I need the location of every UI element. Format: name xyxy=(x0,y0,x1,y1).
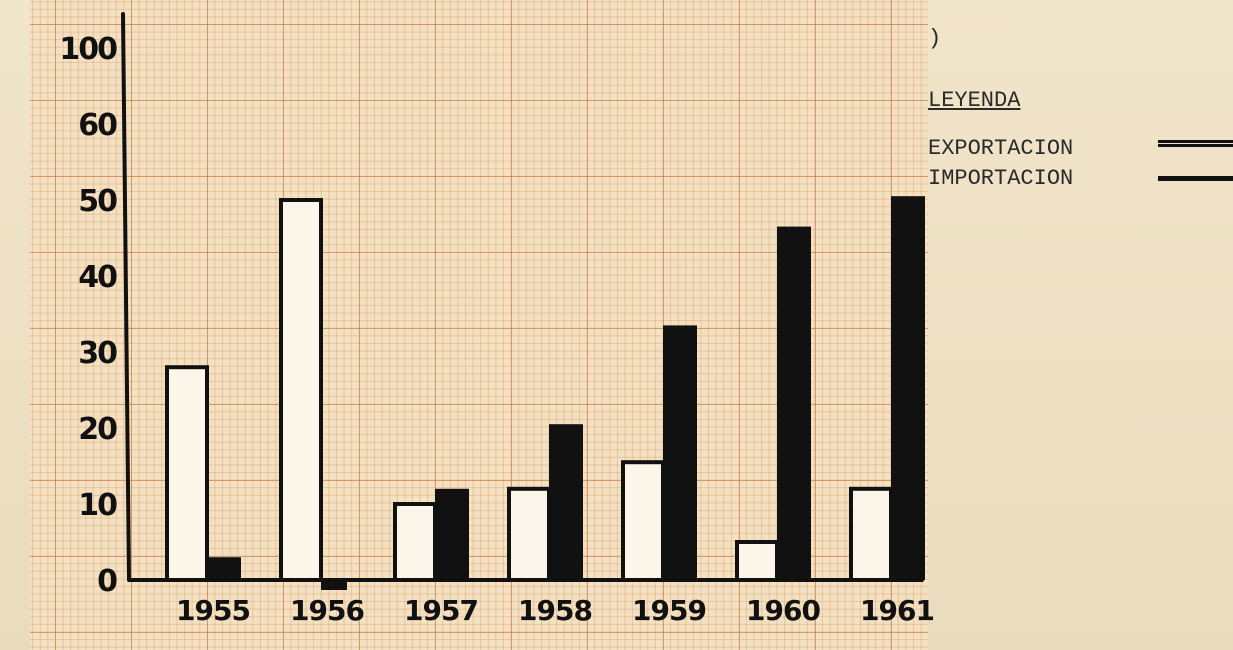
x-tick-label: 1961 xyxy=(860,594,934,627)
x-tick-label: 1959 xyxy=(632,594,706,627)
x-tick-label: 1955 xyxy=(176,594,250,627)
bar-importacion xyxy=(321,580,347,590)
y-tick-label: 50 xyxy=(78,184,117,219)
bar-exportacion xyxy=(849,486,893,582)
bar-exportacion xyxy=(621,460,665,583)
bar-importacion xyxy=(435,488,469,580)
y-tick-label: 0 xyxy=(97,564,117,599)
y-axis xyxy=(121,12,131,582)
y-tick-label: 30 xyxy=(78,336,117,371)
bar-importacion xyxy=(549,424,583,580)
x-tick-label: 1958 xyxy=(518,594,592,627)
x-tick-label: 1956 xyxy=(290,594,364,627)
bar-exportacion xyxy=(507,486,551,582)
bar-exportacion xyxy=(393,502,437,582)
y-tick-label: 40 xyxy=(78,260,117,295)
legend-swatch-importacion xyxy=(1158,176,1233,181)
bar-importacion xyxy=(777,226,811,580)
y-tick-label: 20 xyxy=(78,412,117,447)
bars xyxy=(165,196,925,590)
y-tick-label: 100 xyxy=(59,32,117,67)
x-tick-label: 1957 xyxy=(404,594,478,627)
x-tick-label: 1960 xyxy=(746,594,820,627)
legend-item-exportacion: EXPORTACION xyxy=(928,136,1074,161)
bar-importacion xyxy=(207,557,241,580)
legend-title: LEYENDA xyxy=(928,88,1021,113)
y-tick-label: 60 xyxy=(78,108,117,143)
legend-paren: ) xyxy=(928,26,942,51)
x-tick-labels: 1955 1956 1957 1958 1959 1960 1961 xyxy=(176,594,935,627)
legend-swatch-exportacion xyxy=(1158,140,1233,147)
bar-exportacion xyxy=(165,365,209,583)
legend-item-importacion: IMPORTACION xyxy=(928,166,1074,191)
bar-importacion xyxy=(663,325,697,580)
bar-importacion xyxy=(891,196,925,580)
bar-exportacion xyxy=(735,540,779,582)
bar-exportacion xyxy=(279,198,323,582)
y-tick-label: 10 xyxy=(78,488,117,523)
y-tick-labels: 0 10 20 30 40 50 60 100 xyxy=(59,32,119,599)
